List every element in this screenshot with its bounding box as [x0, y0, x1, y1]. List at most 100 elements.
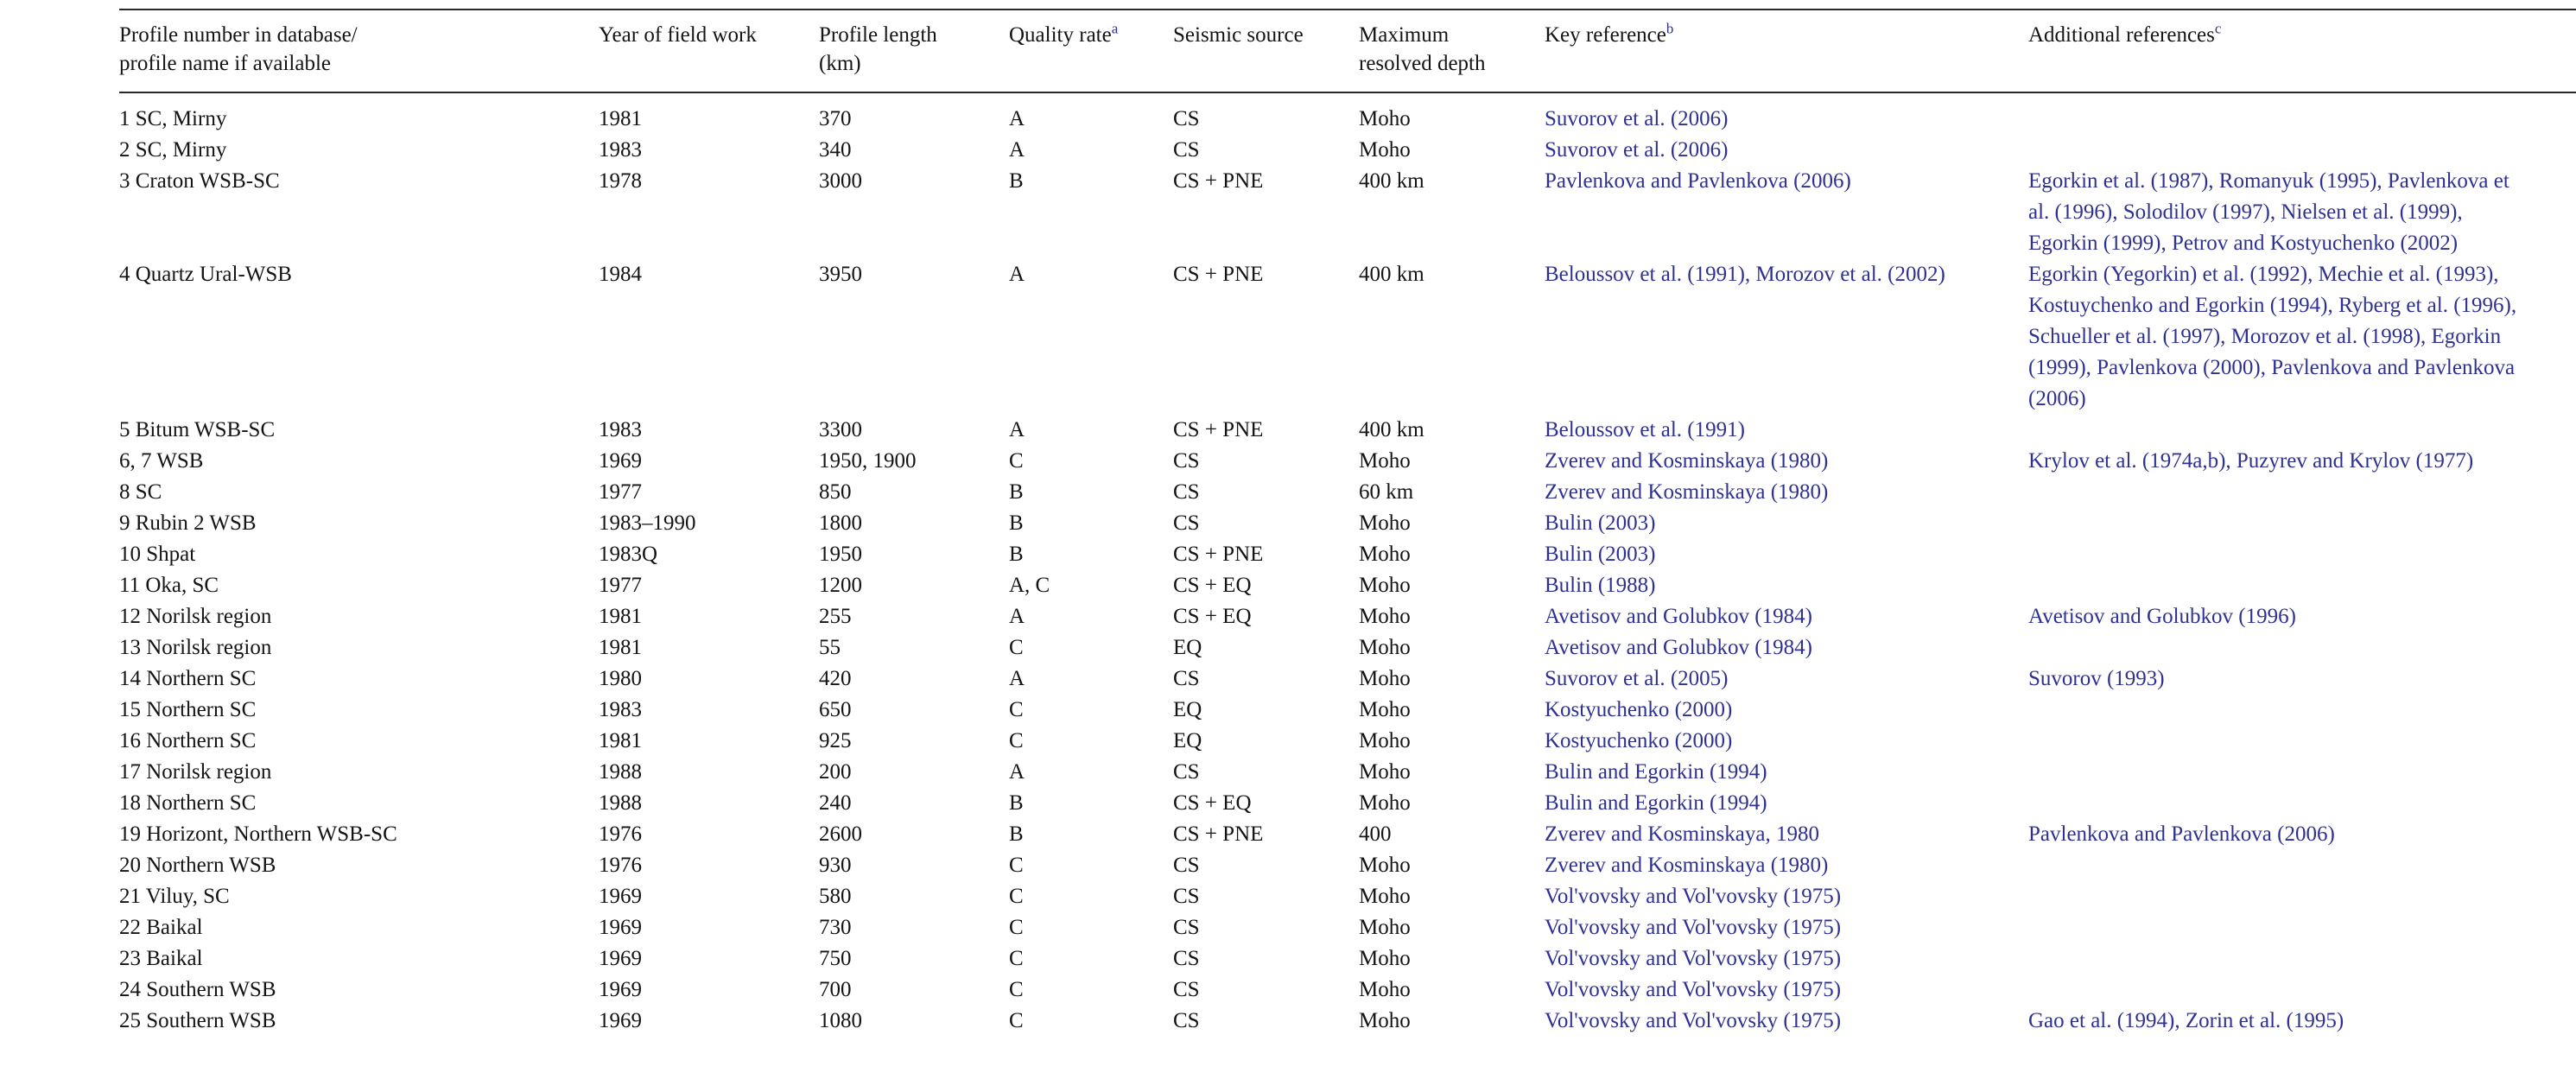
cell-year: 1984: [599, 263, 642, 286]
table-row: 19 Horizont, Northern WSB-SC 1976 2600 B CS …: [119, 819, 2576, 850]
citation-link[interactable]: Suvorov et al. (2005): [1545, 667, 1729, 690]
cell-length: 1200: [819, 574, 862, 597]
cell-key_ref: Kostyuchenko (2000): [1545, 695, 2028, 726]
cell-year: 1983Q: [599, 543, 658, 566]
cell-add_ref: Egorkin (Yegorkin) et al. (1992), Mechie…: [2028, 259, 2576, 415]
citation-link[interactable]: Suvorov (1993): [2028, 667, 2165, 690]
citation-link[interactable]: Vol'vovsky and Vol'vovsky (1975): [1545, 916, 1842, 939]
cell-add_ref: [2028, 726, 2576, 757]
cell-name: 2 SC, Mirny: [119, 138, 227, 162]
table-header: Profile number in database/profile name …: [119, 10, 2576, 93]
citation-link[interactable]: Suvorov et al. (2006): [1545, 138, 1729, 162]
citation-link[interactable]: Zverev and Kosminskaya, 1980: [1545, 822, 1819, 846]
citation-link[interactable]: Avetisov and Golubkov (1984): [1545, 605, 1812, 628]
profiles-table: Profile number in database/profile name …: [119, 9, 2576, 1037]
citation-link[interactable]: Bulin and Egorkin (1994): [1545, 760, 1767, 784]
cell-quality: B: [1009, 791, 1024, 815]
footnote-link-b[interactable]: b: [1666, 20, 1674, 37]
cell-name: 21 Viluy, SC: [119, 885, 230, 908]
citation-link[interactable]: Zverev and Kosminskaya (1980): [1545, 854, 1829, 877]
citation-link[interactable]: Beloussov et al. (1991): [1545, 418, 1745, 441]
citation-link[interactable]: Vol'vovsky and Vol'vovsky (1975): [1545, 885, 1842, 908]
column-header-label: profile name if available: [119, 52, 332, 75]
citation-link[interactable]: Avetisov and Golubkov (1984): [1545, 636, 1812, 659]
cell-name: 10 Shpat: [119, 543, 196, 566]
cell-length: 1080: [819, 1009, 862, 1032]
cell-depth: Moho: [1359, 698, 1411, 721]
cell-length: 580: [819, 885, 852, 908]
citation-link[interactable]: Pavlenkova and Pavlenkova (2006): [1545, 169, 1851, 193]
citation-link[interactable]: Vol'vovsky and Vol'vovsky (1975): [1545, 978, 1842, 1001]
cell-source: EQ: [1173, 698, 1202, 721]
cell-name: 24 Southern WSB: [119, 978, 276, 1001]
citation-link[interactable]: Kostyuchenko (2000): [1545, 698, 1733, 721]
cell-quality: C: [1009, 698, 1024, 721]
cell-year: 1981: [599, 107, 642, 130]
citation-link[interactable]: Egorkin et al. (1987), Romanyuk (1995), …: [2028, 169, 2509, 255]
column-header-label: Quality ratea: [1009, 20, 1119, 47]
cell-source: CS: [1173, 480, 1200, 504]
cell-key_ref: Suvorov et al. (2005): [1545, 663, 2028, 695]
cell-add_ref: [2028, 539, 2576, 570]
citation-link[interactable]: Avetisov and Golubkov (1996): [2028, 605, 2296, 628]
cell-name: 5 Bitum WSB-SC: [119, 418, 276, 441]
cell-add_ref: Suvorov (1993): [2028, 663, 2576, 695]
citation-link[interactable]: Gao et al. (1994), Zorin et al. (1995): [2028, 1009, 2344, 1032]
citation-link[interactable]: Suvorov et al. (2006): [1545, 107, 1729, 130]
cell-length: 730: [819, 916, 852, 939]
cell-key_ref: Beloussov et al. (1991): [1545, 415, 2028, 446]
cell-year: 1988: [599, 760, 642, 784]
cell-year: 1977: [599, 574, 642, 597]
table-row: 6, 7 WSB 1969 1950, 1900 C CS Moho Zverev and …: [119, 446, 2576, 477]
citation-link[interactable]: Bulin and Egorkin (1994): [1545, 791, 1767, 815]
cell-name: 6, 7 WSB: [119, 449, 204, 473]
cell-length: 1950: [819, 543, 862, 566]
cell-quality: C: [1009, 978, 1024, 1001]
footnote-link-a[interactable]: a: [1111, 20, 1119, 37]
cell-quality: C: [1009, 1009, 1024, 1032]
cell-key_ref: Bulin (1988): [1545, 570, 2028, 601]
citation-link[interactable]: Bulin (2003): [1545, 511, 1656, 535]
citation-link[interactable]: Vol'vovsky and Vol'vovsky (1975): [1545, 1009, 1842, 1032]
footnote-link-c[interactable]: c: [2214, 20, 2222, 37]
cell-depth: Moho: [1359, 636, 1411, 659]
cell-source: CS: [1173, 511, 1200, 535]
cell-source: CS: [1173, 107, 1200, 130]
cell-source: CS + PNE: [1173, 263, 1264, 286]
cell-name: 17 Norilsk region: [119, 760, 272, 784]
cell-depth: Moho: [1359, 791, 1411, 815]
cell-add_ref: [2028, 912, 2576, 943]
cell-depth: 400 km: [1359, 418, 1424, 441]
table-row: 23 Baikal 1969 750 C CS Moho Vol'vovsky and Vo…: [119, 943, 2576, 975]
table-row: 16 Northern SC 1981 925 C EQ Moho Kostyuchenko…: [119, 726, 2576, 757]
table-row: 13 Norilsk region 1981 55 C EQ Moho Avetisov a…: [119, 632, 2576, 663]
citation-link[interactable]: Bulin (2003): [1545, 543, 1656, 566]
cell-add_ref: [2028, 92, 2576, 135]
citation-link[interactable]: Beloussov et al. (1991), Morozov et al. …: [1545, 263, 1945, 286]
cell-quality: B: [1009, 543, 1024, 566]
cell-depth: Moho: [1359, 947, 1411, 970]
citation-link[interactable]: Zverev and Kosminskaya (1980): [1545, 480, 1829, 504]
cell-year: 1981: [599, 729, 642, 752]
cell-source: CS + EQ: [1173, 605, 1252, 628]
citation-link[interactable]: Krylov et al. (1974a,b), Puzyrev and Kry…: [2028, 449, 2474, 473]
cell-length: 1950, 1900: [819, 449, 917, 473]
cell-year: 1988: [599, 791, 642, 815]
cell-source: CS + PNE: [1173, 543, 1264, 566]
cell-source: EQ: [1173, 636, 1202, 659]
column-header-key_ref: Key referenceb: [1545, 10, 2028, 93]
citation-link[interactable]: Zverev and Kosminskaya (1980): [1545, 449, 1829, 473]
citation-link[interactable]: Pavlenkova and Pavlenkova (2006): [2028, 822, 2335, 846]
citation-link[interactable]: Bulin (1988): [1545, 574, 1656, 597]
cell-name: 4 Quartz Ural-WSB: [119, 263, 292, 286]
citation-link[interactable]: Kostyuchenko (2000): [1545, 729, 1733, 752]
cell-key_ref: Vol'vovsky and Vol'vovsky (1975): [1545, 975, 2028, 1006]
citation-link[interactable]: Vol'vovsky and Vol'vovsky (1975): [1545, 947, 1842, 970]
cell-length: 3950: [819, 263, 862, 286]
cell-name: 14 Northern SC: [119, 667, 257, 690]
cell-quality: A: [1009, 605, 1025, 628]
citation-link[interactable]: Egorkin (Yegorkin) et al. (1992), Mechie…: [2028, 263, 2517, 410]
cell-length: 2600: [819, 822, 862, 846]
cell-name: 22 Baikal: [119, 916, 203, 939]
table-row: 25 Southern WSB 1969 1080 C CS Moho Vol'vovsky…: [119, 1006, 2576, 1037]
